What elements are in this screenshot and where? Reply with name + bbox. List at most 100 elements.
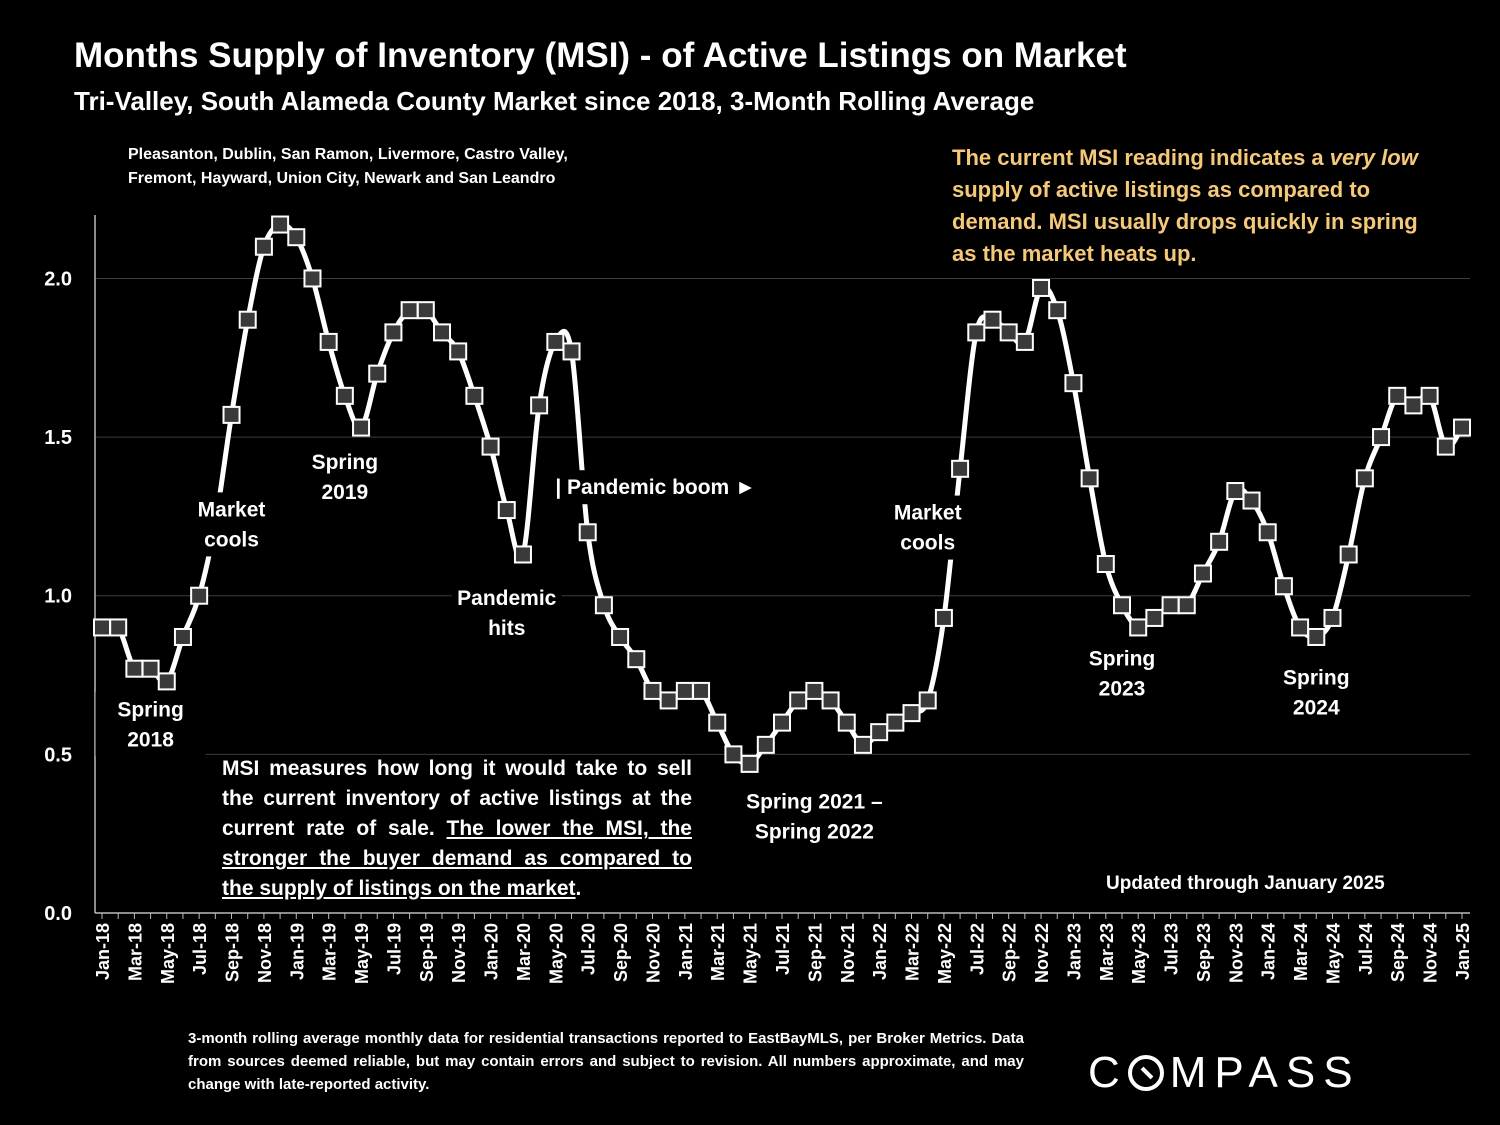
data-point-marker: [222, 405, 241, 424]
data-point-marker: [141, 659, 160, 678]
x-tick-label: Jul-18: [190, 923, 210, 975]
data-point-marker: [1242, 491, 1261, 510]
data-point-marker: [1015, 332, 1034, 351]
data-point-marker: [1161, 596, 1180, 615]
y-tick-label: 2.0: [44, 268, 72, 290]
cities-note: Pleasanton, Dublin, San Ramon, Livermore…: [128, 143, 568, 191]
data-point-marker: [740, 754, 759, 773]
callout-text: The current MSI reading indicates a: [952, 145, 1330, 170]
x-tick-label: Sep-18: [223, 923, 243, 982]
annotation-bg: [759, 784, 870, 849]
x-tick-label: Nov-22: [1032, 923, 1052, 983]
x-tick-label: May-24: [1323, 923, 1343, 984]
data-point-marker: [513, 545, 532, 564]
x-tick-label: May-20: [546, 923, 566, 984]
data-point-marker: [1339, 545, 1358, 564]
data-point-marker: [1177, 596, 1196, 615]
y-tick-label: 0.0: [44, 903, 72, 925]
x-tick-label: Nov-23: [1226, 923, 1246, 983]
data-point-marker: [1032, 278, 1051, 297]
msi-explanation: MSI measures how long it would take to s…: [222, 754, 692, 904]
data-point-marker: [271, 215, 290, 234]
data-point-marker: [1129, 618, 1148, 637]
data-point-marker: [481, 437, 500, 456]
data-point-marker: [384, 323, 403, 342]
msi-callout: The current MSI reading indicates a very…: [952, 142, 1422, 270]
x-tick-label: Mar-24: [1291, 923, 1311, 981]
data-point-marker: [1064, 374, 1083, 393]
x-tick-label: Nov-18: [255, 923, 275, 983]
data-point-marker: [449, 342, 468, 361]
annotation-bg: [872, 495, 983, 560]
annotation-bg: [451, 581, 562, 646]
data-point-marker: [594, 596, 613, 615]
data-point-marker: [773, 713, 791, 732]
data-point-marker: [1420, 386, 1439, 405]
chart-annotation: 2018: [127, 728, 174, 751]
data-point-marker: [611, 627, 630, 646]
data-point-marker: [951, 459, 970, 478]
data-point-marker: [319, 332, 338, 351]
data-point-marker: [1372, 428, 1391, 447]
data-point-marker: [465, 386, 484, 405]
data-point-marker: [1113, 596, 1131, 615]
x-tick-label: Sep-24: [1388, 923, 1408, 982]
data-point-marker: [1210, 532, 1229, 551]
data-point-marker: [497, 501, 516, 520]
data-point-marker: [335, 386, 354, 405]
data-point-marker: [1080, 469, 1099, 488]
chart-annotation: hits: [488, 617, 525, 640]
data-point-marker: [902, 704, 921, 723]
data-point-marker: [1388, 386, 1407, 405]
data-point-marker: [983, 310, 1002, 329]
chart-annotation: cools: [900, 532, 955, 555]
data-point-marker: [562, 342, 581, 361]
data-point-marker: [1226, 482, 1245, 501]
data-point-marker: [1307, 627, 1326, 646]
data-point-marker: [546, 332, 565, 351]
x-tick-label: Mar-19: [320, 923, 340, 981]
chart-annotation: | Pandemic boom ►: [555, 476, 756, 499]
data-point-marker: [1145, 608, 1164, 627]
x-tick-label: May-18: [158, 923, 178, 984]
x-tick-label: Jan-20: [482, 923, 502, 980]
data-point-marker: [254, 237, 273, 256]
data-point-marker: [578, 523, 597, 542]
y-tick-label: 0.5: [44, 744, 72, 766]
x-tick-label: Nov-19: [449, 923, 469, 983]
x-tick-label: Nov-20: [643, 923, 663, 983]
x-tick-label: Sep-21: [805, 923, 825, 982]
chart-annotation: Spring: [1089, 648, 1156, 671]
chart-annotation: Market: [894, 502, 962, 525]
x-tick-label: Jul-22: [967, 923, 987, 975]
x-tick-label: May-23: [1129, 923, 1149, 984]
data-point-marker: [352, 418, 371, 437]
x-tick-label: Jan-23: [1064, 923, 1084, 980]
data-point-marker: [93, 618, 111, 637]
y-tick-label: 1.5: [44, 427, 72, 449]
data-point-marker: [109, 618, 128, 637]
data-point-marker: [659, 691, 678, 710]
data-point-marker: [1436, 437, 1455, 456]
callout-text: supply of active listings as compared to…: [952, 177, 1418, 266]
x-tick-label: May-22: [935, 923, 955, 984]
data-point-marker: [1096, 555, 1115, 573]
chart-annotation: Market: [198, 498, 266, 521]
chart-annotation: Pandemic: [457, 587, 557, 610]
data-point-marker: [303, 269, 322, 288]
data-point-marker: [1193, 564, 1212, 583]
data-point-marker: [692, 681, 711, 700]
updated-note: Updated through January 2025: [1106, 873, 1385, 894]
x-tick-label: Jan-18: [93, 923, 113, 980]
x-tick-label: Nov-21: [838, 923, 858, 983]
chart-annotation: Spring: [312, 451, 379, 474]
data-point-marker: [724, 745, 743, 764]
data-point-marker: [1453, 418, 1471, 437]
x-tick-label: Sep-23: [1194, 923, 1214, 982]
x-tick-label: Jan-19: [287, 923, 307, 980]
explanation-text: .: [575, 877, 582, 900]
annotation-bg: [289, 444, 400, 509]
data-point-marker: [675, 681, 694, 700]
chart-annotation: Spring: [1283, 667, 1350, 690]
cities-line: Fremont, Hayward, Union City, Newark and…: [128, 170, 556, 187]
